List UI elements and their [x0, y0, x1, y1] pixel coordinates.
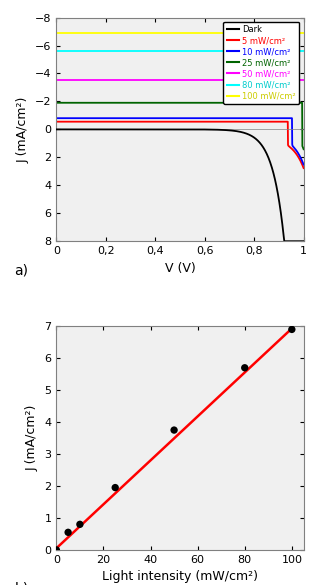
Dark: [247, 131, 251, 138]
100 mW/cm²: [247, 29, 251, 36]
Line: Dark: Dark: [56, 129, 304, 241]
100 mW/cm²: [252, 29, 255, 36]
5 mW/cm²: [80, 118, 84, 125]
5 mW/cm²: [247, 118, 251, 125]
100 mW/cm²: [224, 29, 228, 36]
10 mW/cm²: [154, 115, 158, 122]
50 mW/cm²: [54, 77, 58, 84]
Dark: [302, 238, 305, 245]
Dark: [252, 134, 255, 141]
25 mW/cm²: [163, 99, 167, 106]
Text: a): a): [14, 264, 28, 278]
25 mW/cm²: [80, 99, 84, 106]
25 mW/cm²: [302, 146, 305, 153]
Dark: [54, 126, 58, 133]
Dark: [154, 126, 158, 133]
50 mW/cm²: [163, 77, 167, 84]
Point: [289, 325, 294, 334]
5 mW/cm²: [163, 118, 167, 125]
Y-axis label: J (mA/cm²): J (mA/cm²): [26, 405, 39, 472]
50 mW/cm²: [252, 77, 255, 84]
Dark: [163, 126, 167, 133]
Text: b): b): [14, 581, 28, 585]
10 mW/cm²: [247, 115, 251, 122]
Line: 5 mW/cm²: 5 mW/cm²: [56, 122, 304, 168]
25 mW/cm²: [247, 99, 251, 106]
Point: [172, 425, 177, 435]
X-axis label: V (V): V (V): [165, 261, 195, 274]
100 mW/cm²: [163, 29, 167, 36]
50 mW/cm²: [302, 77, 305, 84]
80 mW/cm²: [247, 47, 251, 54]
10 mW/cm²: [80, 115, 84, 122]
Y-axis label: J (mA/cm²): J (mA/cm²): [16, 96, 29, 163]
25 mW/cm²: [154, 99, 158, 106]
80 mW/cm²: [54, 47, 58, 54]
80 mW/cm²: [302, 47, 305, 54]
80 mW/cm²: [154, 47, 158, 54]
25 mW/cm²: [252, 99, 255, 106]
Legend: Dark, 5 mW/cm², 10 mW/cm², 25 mW/cm², 50 mW/cm², 80 mW/cm², 100 mW/cm²: Dark, 5 mW/cm², 10 mW/cm², 25 mW/cm², 50…: [223, 22, 300, 104]
50 mW/cm²: [224, 77, 228, 84]
100 mW/cm²: [54, 29, 58, 36]
80 mW/cm²: [224, 47, 228, 54]
5 mW/cm²: [154, 118, 158, 125]
10 mW/cm²: [224, 115, 228, 122]
5 mW/cm²: [54, 118, 58, 125]
25 mW/cm²: [54, 99, 58, 106]
Point: [113, 483, 118, 492]
Line: 10 mW/cm²: 10 mW/cm²: [56, 118, 304, 164]
Point: [242, 363, 247, 373]
5 mW/cm²: [302, 164, 305, 171]
50 mW/cm²: [247, 77, 251, 84]
Line: 25 mW/cm²: 25 mW/cm²: [56, 103, 304, 149]
25 mW/cm²: [224, 99, 228, 106]
50 mW/cm²: [154, 77, 158, 84]
Point: [77, 519, 82, 529]
Point: [66, 528, 71, 537]
5 mW/cm²: [252, 118, 255, 125]
10 mW/cm²: [252, 115, 255, 122]
100 mW/cm²: [80, 29, 84, 36]
80 mW/cm²: [252, 47, 255, 54]
10 mW/cm²: [302, 161, 305, 168]
Dark: [224, 126, 228, 133]
5 mW/cm²: [224, 118, 228, 125]
80 mW/cm²: [163, 47, 167, 54]
X-axis label: Light intensity (mW/cm²): Light intensity (mW/cm²): [102, 570, 258, 583]
10 mW/cm²: [163, 115, 167, 122]
Dark: [282, 238, 286, 245]
100 mW/cm²: [302, 29, 305, 36]
Dark: [80, 126, 84, 133]
10 mW/cm²: [54, 115, 58, 122]
100 mW/cm²: [154, 29, 158, 36]
50 mW/cm²: [80, 77, 84, 84]
Point: [54, 545, 59, 555]
80 mW/cm²: [80, 47, 84, 54]
